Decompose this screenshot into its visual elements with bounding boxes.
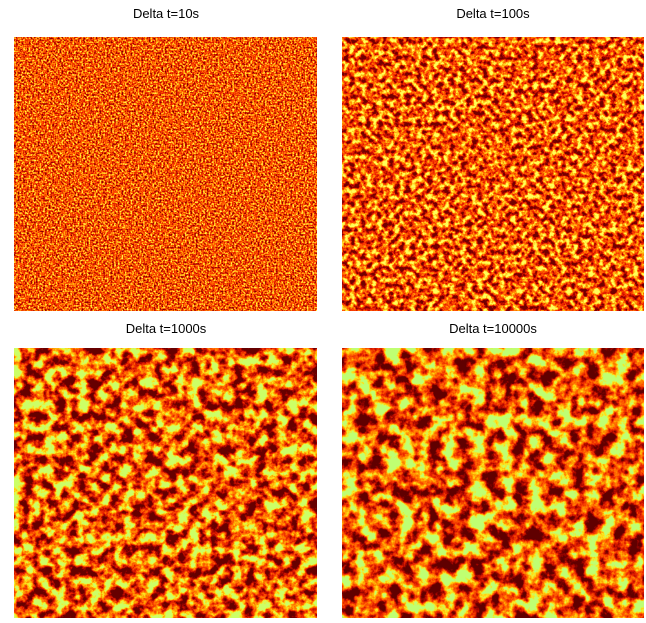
panel-title: Delta t=100s	[456, 6, 530, 21]
heatmap	[342, 37, 644, 311]
heatmap	[14, 348, 317, 618]
heatmap	[342, 348, 644, 618]
heatmap	[14, 37, 317, 311]
panel-title: Delta t=10s	[133, 6, 200, 21]
panel-title: Delta t=10000s	[449, 321, 537, 336]
panel-title: Delta t=1000s	[126, 321, 207, 336]
